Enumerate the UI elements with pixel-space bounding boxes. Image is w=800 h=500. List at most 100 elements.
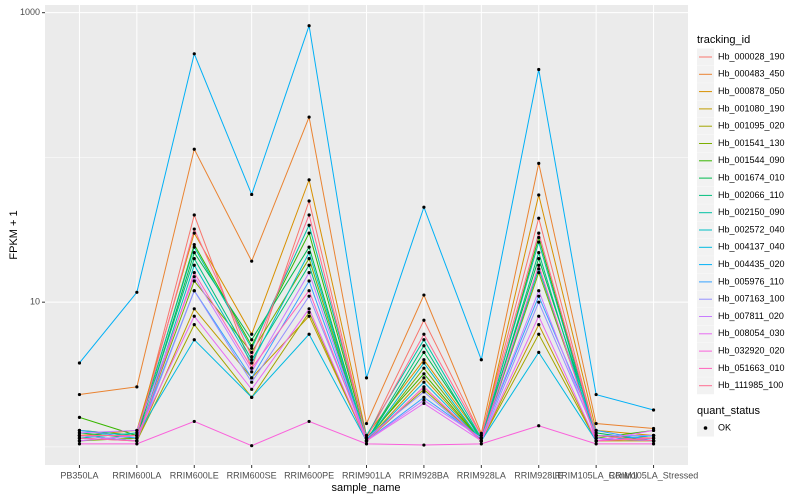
point bbox=[422, 376, 426, 380]
point bbox=[422, 398, 426, 402]
point bbox=[307, 24, 311, 28]
point bbox=[250, 366, 254, 370]
point bbox=[77, 415, 82, 419]
point bbox=[192, 263, 196, 267]
point bbox=[192, 227, 196, 231]
legend-label: Hb_111985_100 bbox=[718, 380, 783, 390]
point bbox=[135, 436, 139, 440]
point bbox=[192, 251, 196, 255]
point bbox=[364, 436, 369, 440]
point bbox=[651, 433, 656, 438]
legend-label: Hb_032920_020 bbox=[718, 345, 785, 355]
legend-label: Hb_008054_030 bbox=[718, 328, 785, 338]
legend-label: Hb_000028_190 bbox=[718, 51, 785, 61]
point bbox=[192, 322, 196, 327]
point bbox=[537, 300, 541, 304]
point bbox=[77, 433, 82, 438]
point bbox=[479, 436, 483, 440]
point bbox=[307, 332, 311, 336]
legend-label: Hb_002572_040 bbox=[718, 224, 785, 234]
legend-label: Hb_002150_090 bbox=[718, 207, 785, 217]
point bbox=[307, 245, 311, 249]
x-tick-label: RRIM928LE bbox=[514, 470, 563, 480]
point bbox=[537, 289, 541, 293]
point bbox=[594, 392, 598, 397]
point bbox=[364, 421, 369, 426]
point bbox=[192, 289, 196, 293]
point bbox=[192, 256, 196, 261]
point bbox=[307, 213, 311, 217]
point bbox=[594, 436, 598, 440]
point bbox=[651, 439, 656, 443]
point bbox=[537, 256, 541, 261]
legend-label: Hb_005976_110 bbox=[718, 276, 784, 286]
y-axis-label: FPKM + 1 bbox=[8, 210, 20, 259]
x-tick-label: PB350LA bbox=[60, 470, 98, 480]
point bbox=[651, 408, 656, 412]
point bbox=[250, 444, 254, 448]
point bbox=[422, 205, 426, 209]
point bbox=[537, 263, 541, 267]
point bbox=[422, 358, 426, 362]
legend-label: Hb_004137_040 bbox=[718, 242, 785, 252]
point bbox=[364, 439, 369, 443]
x-tick-label: RRIM600PE bbox=[284, 470, 334, 480]
point bbox=[192, 338, 196, 342]
legend-label: Hb_001674_010 bbox=[718, 172, 785, 182]
point bbox=[77, 361, 82, 365]
point bbox=[77, 436, 82, 440]
point bbox=[594, 442, 598, 446]
point bbox=[192, 231, 196, 235]
point bbox=[77, 392, 82, 397]
point bbox=[250, 361, 254, 365]
legend-label: Hb_007163_100 bbox=[718, 294, 785, 304]
x-tick-label: RRIM901LA bbox=[342, 470, 391, 480]
point bbox=[135, 439, 139, 443]
point bbox=[77, 428, 82, 433]
point bbox=[651, 428, 656, 433]
point bbox=[77, 439, 82, 443]
x-tick-label: RRIM600SE bbox=[227, 470, 277, 480]
legend-label: Hb_000483_450 bbox=[718, 69, 785, 79]
legend-label: OK bbox=[718, 422, 731, 432]
point bbox=[364, 442, 369, 446]
point bbox=[422, 390, 426, 394]
point bbox=[250, 387, 254, 391]
point bbox=[192, 419, 196, 424]
point bbox=[537, 294, 541, 298]
point bbox=[307, 307, 311, 311]
point bbox=[192, 147, 196, 151]
point bbox=[250, 370, 254, 374]
point bbox=[250, 338, 254, 342]
point bbox=[192, 279, 196, 283]
point bbox=[537, 350, 541, 354]
point bbox=[135, 433, 139, 438]
x-tick-label: RRIM928LA bbox=[457, 470, 506, 480]
point bbox=[479, 433, 483, 438]
point bbox=[422, 361, 426, 365]
point bbox=[250, 332, 254, 336]
point bbox=[77, 442, 82, 446]
point bbox=[250, 192, 254, 197]
point bbox=[364, 433, 369, 438]
point bbox=[422, 366, 426, 370]
point bbox=[250, 346, 254, 350]
point bbox=[479, 442, 483, 446]
point bbox=[307, 256, 311, 261]
x-tick-label: RRIM105LA_Stressed bbox=[609, 470, 699, 480]
point bbox=[307, 231, 311, 235]
point bbox=[250, 259, 254, 263]
point bbox=[537, 424, 541, 428]
point bbox=[422, 380, 426, 384]
point bbox=[537, 332, 541, 336]
point bbox=[250, 358, 254, 362]
point bbox=[250, 395, 254, 399]
x-tick-label: RRIM928BA bbox=[399, 470, 449, 480]
point bbox=[422, 395, 426, 399]
legend-label: Hb_002066_110 bbox=[718, 190, 784, 200]
point bbox=[307, 115, 311, 119]
point bbox=[594, 421, 598, 426]
point-legend-title: quant_status bbox=[697, 405, 760, 417]
point bbox=[594, 431, 598, 435]
